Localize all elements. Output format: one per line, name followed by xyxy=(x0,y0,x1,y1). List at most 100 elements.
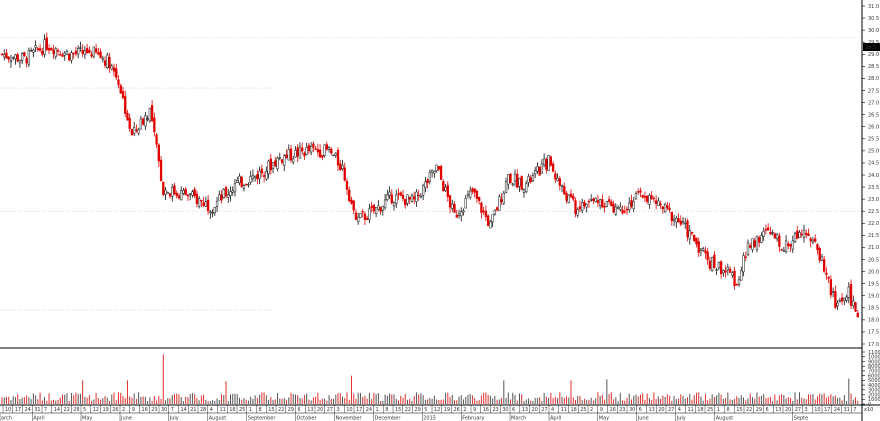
candle-body xyxy=(191,191,194,196)
volume-bar xyxy=(169,398,171,404)
volume-bar xyxy=(799,392,801,404)
candle-body xyxy=(704,250,707,254)
volume-bar xyxy=(832,396,834,404)
volume-bar xyxy=(386,395,388,404)
volume-bar xyxy=(749,393,751,404)
candle-body xyxy=(778,235,781,247)
volume-bar xyxy=(427,399,429,404)
volume-bar xyxy=(465,396,467,404)
candle-body xyxy=(321,155,324,158)
day-tick-label: 12 xyxy=(93,407,99,413)
candle-body xyxy=(775,234,779,240)
day-tick-label: 4 xyxy=(678,407,681,413)
candle-body xyxy=(383,199,387,209)
candle-body xyxy=(641,195,644,198)
volume-bar xyxy=(769,396,771,404)
candle-body xyxy=(807,233,810,236)
candle-body xyxy=(634,193,638,200)
candle-body xyxy=(708,260,712,269)
volume-bar xyxy=(680,394,682,404)
candle-body xyxy=(357,216,360,223)
day-tick-label: 2 xyxy=(122,407,125,413)
volume-bar xyxy=(462,399,464,404)
volume-bar xyxy=(756,392,758,404)
candle-body xyxy=(829,279,833,296)
volume-bar xyxy=(299,398,301,404)
volume-bar xyxy=(545,396,547,404)
candle-body xyxy=(36,48,39,50)
candle-body xyxy=(245,184,248,186)
volume-bar xyxy=(494,395,496,404)
reference-lines xyxy=(0,37,862,311)
day-tick-label: 23 xyxy=(619,407,625,413)
candle-body xyxy=(330,148,333,154)
volume-bar xyxy=(662,395,664,404)
price-tick-label: 19.5 xyxy=(868,281,879,287)
candle-body xyxy=(63,52,66,56)
volume-bar xyxy=(35,395,37,404)
volume-bar xyxy=(433,395,435,404)
volume-bar xyxy=(151,401,153,404)
month-label: October xyxy=(297,416,318,421)
volume-bar xyxy=(245,399,247,404)
day-tick-label: 27 xyxy=(668,407,674,413)
day-tick-label: 30 xyxy=(161,407,167,413)
candle-body xyxy=(177,195,181,199)
volume-bar xyxy=(570,380,572,404)
candle-body xyxy=(159,159,163,182)
volume-bar xyxy=(458,396,460,404)
candle-body xyxy=(547,155,550,171)
candle-body xyxy=(773,233,777,239)
candle-body xyxy=(146,118,149,120)
candle-body xyxy=(567,194,570,203)
volume-bar xyxy=(790,397,792,404)
day-tick-label: 23 xyxy=(151,407,157,413)
day-tick-label: 25 xyxy=(707,407,713,413)
volume-bar xyxy=(55,400,57,404)
volume-bar xyxy=(286,399,288,404)
candle-body xyxy=(753,240,756,247)
volume-bar xyxy=(738,398,740,404)
candle-body xyxy=(780,249,783,251)
candle-body xyxy=(767,227,770,231)
candle-body xyxy=(495,207,499,211)
volume-bar xyxy=(95,393,97,404)
day-tick-label: 3 xyxy=(337,407,340,413)
volume-bar xyxy=(763,393,765,404)
candle-body xyxy=(417,194,420,196)
price-tick-label: 23.5 xyxy=(868,185,879,191)
month-label: August xyxy=(209,416,227,421)
candle-body xyxy=(540,163,544,174)
volume-bar xyxy=(413,396,415,404)
candle-body xyxy=(206,199,210,212)
day-tick-label: 9 xyxy=(132,407,135,413)
volume-bar xyxy=(581,400,583,404)
candle-body xyxy=(168,193,172,197)
candle-body xyxy=(670,212,673,222)
candle-body xyxy=(478,196,481,201)
volume-bar xyxy=(120,392,122,404)
volume-bar xyxy=(422,395,424,404)
candle-body xyxy=(133,127,136,134)
day-tick-label: 12 xyxy=(434,407,440,413)
volume-bar xyxy=(88,395,90,404)
volume-bar xyxy=(241,399,243,404)
month-label: 2015 xyxy=(423,416,436,421)
volume-bar xyxy=(765,398,767,404)
candle-body xyxy=(823,259,826,272)
candle-body xyxy=(534,170,537,175)
candle-body xyxy=(79,47,82,49)
candle-body xyxy=(690,231,694,234)
volume-bar xyxy=(353,393,355,404)
volume-bar xyxy=(158,395,160,404)
volume-bar xyxy=(391,394,393,404)
price-panel xyxy=(0,32,862,318)
candle-body xyxy=(312,143,315,148)
volume-bar xyxy=(480,395,482,404)
volume-bar xyxy=(225,381,227,404)
volume-bar xyxy=(483,392,485,404)
volume-bar xyxy=(678,398,680,404)
candle-body xyxy=(536,166,539,172)
volume-bar xyxy=(359,392,361,404)
